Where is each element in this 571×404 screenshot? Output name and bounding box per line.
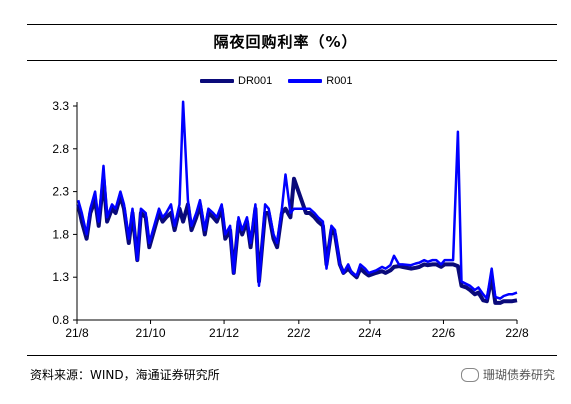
x-tick-label: 21/12 [209,326,239,340]
x-tick-label: 21/8 [65,326,89,340]
top-rule [27,24,557,25]
bottom-rule [27,355,557,356]
x-tick-label: 22/2 [287,326,311,340]
watermark-text: 珊瑚债券研究 [482,368,555,382]
watermark: 珊瑚债券研究 [460,366,555,383]
title-rule [27,60,557,61]
legend-item-r001: R001 [288,75,353,87]
y-tick-label: 2.3 [52,185,69,199]
wechat-icon [460,367,479,382]
x-tick-label: 22/4 [358,326,382,340]
legend-swatch-dr001 [200,79,234,83]
y-tick-label: 3.3 [52,99,69,113]
x-tick-label: 22/6 [432,326,456,340]
x-tick-label: 22/8 [505,326,529,340]
chart-legend: DR001 R001 [200,75,353,87]
y-tick-label: 1.8 [52,227,69,241]
chart-title: 隔夜回购利率（%） [213,33,358,51]
legend-label-r001: R001 [326,75,353,87]
legend-swatch-r001 [288,79,323,83]
series-line-dr001 [76,176,518,305]
y-tick-label: 1.3 [52,270,69,284]
series-line-r001 [76,100,518,300]
legend-label-dr001: DR001 [238,75,273,87]
legend-item-dr001: DR001 [200,75,272,87]
y-tick-label: 0.8 [52,313,69,327]
source-note: 资料来源：WIND，海通证券研究所 [30,368,220,382]
y-tick-label: 2.8 [52,142,69,156]
x-tick-label: 21/10 [136,326,166,340]
